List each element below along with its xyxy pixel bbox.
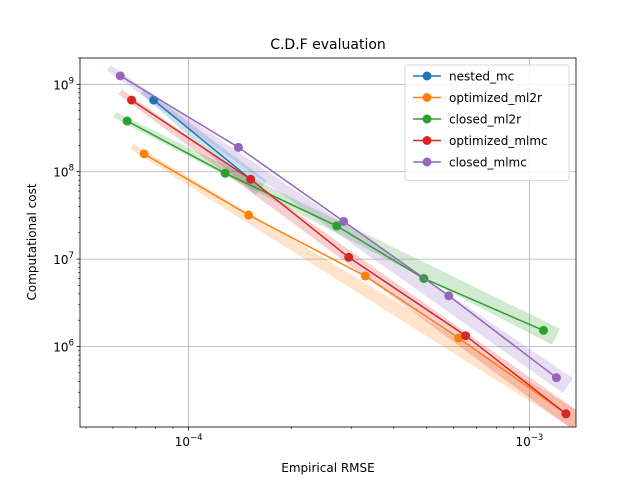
y-tick-label-2: 108 [53, 164, 74, 180]
x-axis-label: Empirical RMSE [281, 461, 374, 475]
closed_ml2r-point-2 [332, 221, 342, 231]
y-tick-label-3: 109 [53, 76, 74, 92]
x-tick-label-1: 10−3 [516, 433, 544, 449]
closed_mlmc-confidence-band [107, 65, 573, 394]
optimized_mlmc-legend-marker [422, 136, 432, 145]
optimized_mlmc-point-2 [344, 252, 354, 262]
series-lines [115, 71, 571, 419]
chart-title: C.D.F evaluation [270, 37, 386, 53]
optimized_ml2r-point-0 [139, 149, 149, 159]
optimized_mlmc-point-4 [561, 409, 571, 419]
closed_ml2r-legend-marker [422, 114, 432, 124]
closed_mlmc-legend-marker [422, 157, 432, 167]
optimized_ml2r-point-2 [360, 271, 370, 281]
nested_mc-legend-label: nested_mc [449, 70, 514, 84]
legend: nested_mc optimized_ml2r closed_ml2roptimi… [404, 64, 570, 181]
optimized_mlmc-legend-label: optimized_mlmc [449, 134, 548, 148]
optimized_mlmc-point-0 [127, 95, 137, 105]
optimized_mlmc-point-3 [461, 331, 471, 341]
plot-area: 10−4 10−3 106 107 108 109 [53, 57, 577, 449]
closed_ml2r-legend-label: closed_ml2r [449, 113, 521, 127]
optimized_mlmc-point-1 [246, 174, 256, 184]
closed_ml2r-point-4 [539, 325, 549, 335]
closed_mlmc-point-3 [444, 291, 454, 301]
x-tick-label-0: 10−4 [175, 433, 203, 449]
optimized_ml2r-point-1 [244, 210, 254, 220]
closed_mlmc-legend-label: closed_mlmc [449, 156, 527, 170]
nested_mc-line [153, 99, 252, 180]
optimized_ml2r-legend-label: optimized_ml2r [449, 91, 542, 105]
closed_mlmc-point-2 [339, 216, 349, 226]
closed_mlmc-point-4 [551, 373, 561, 383]
axes-frame [79, 57, 577, 428]
legend-box [404, 64, 570, 181]
closed_ml2r-point-1 [220, 168, 230, 178]
y-tick-label-0: 106 [53, 339, 74, 355]
optimized_ml2r-confidence-band [130, 144, 576, 427]
y-tick-label-1: 107 [53, 251, 74, 267]
y-axis-label: Computational cost [25, 183, 39, 300]
optimized_ml2r-point-3 [454, 333, 464, 343]
closed_mlmc-point-0 [115, 71, 125, 81]
nested_mc-legend-marker [422, 71, 432, 81]
optimized_ml2r-legend-marker [422, 93, 432, 102]
closed_ml2r-point-0 [122, 116, 132, 126]
closed_mlmc-point-1 [233, 142, 243, 152]
